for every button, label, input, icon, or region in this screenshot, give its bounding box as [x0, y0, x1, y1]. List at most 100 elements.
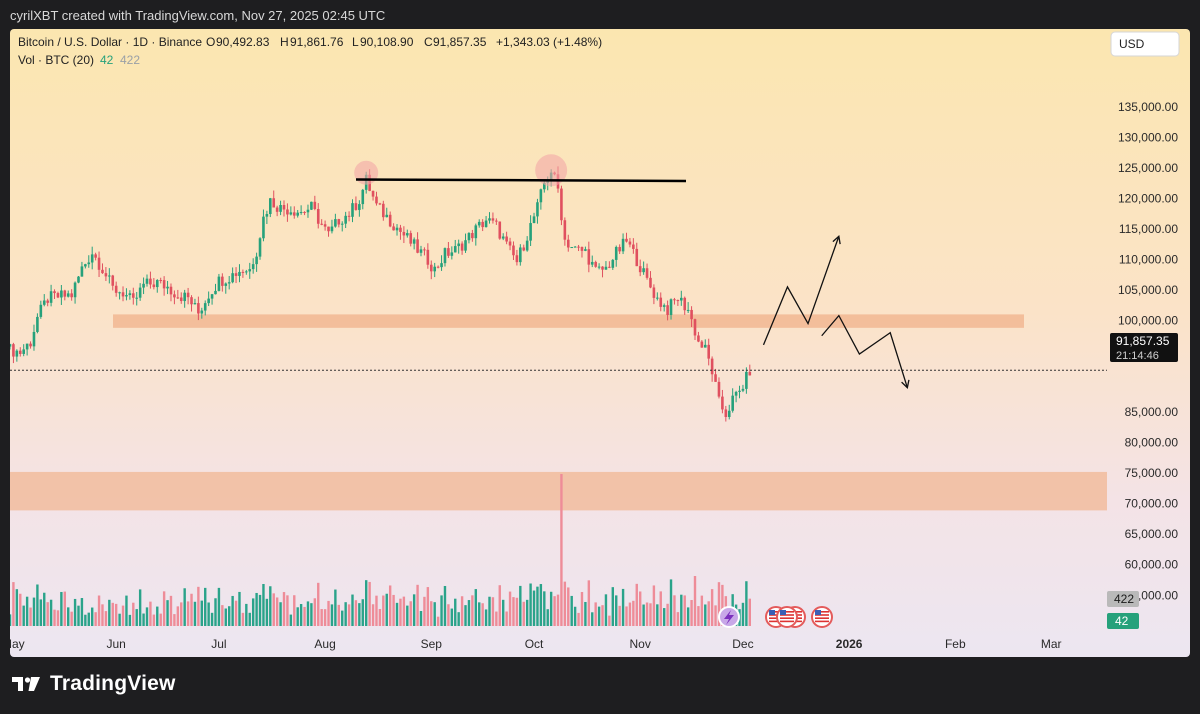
- candle-body: [690, 309, 693, 320]
- bar-countdown: 21:14:46: [1116, 350, 1159, 362]
- candle-body: [409, 233, 413, 244]
- candle-body: [193, 303, 197, 305]
- y-tick-label: 65,000.00: [1125, 527, 1179, 541]
- candle-body: [327, 226, 330, 232]
- volume-bar: [36, 584, 39, 626]
- candle-body: [440, 263, 443, 268]
- candle-body: [39, 304, 43, 317]
- x-tick-label: Jul: [211, 637, 226, 651]
- volume-bar: [553, 596, 556, 626]
- candle-body: [635, 248, 639, 267]
- peak-highlight-2: [535, 154, 568, 187]
- volume-bar: [91, 607, 94, 626]
- volume-bar: [183, 588, 186, 626]
- volume-bar: [488, 596, 491, 626]
- y-tick-label: 135,000.00: [1118, 100, 1178, 114]
- candle-body: [402, 231, 406, 236]
- candle-body: [734, 391, 738, 396]
- candle-body: [676, 300, 680, 302]
- y-tick-label: 115,000.00: [1119, 222, 1178, 236]
- candle-body: [128, 293, 132, 296]
- economic-events[interactable]: [718, 606, 833, 628]
- volume-bar: [159, 613, 162, 626]
- candle-body: [488, 218, 491, 221]
- candle-body: [316, 209, 320, 224]
- candle-body: [42, 300, 46, 305]
- candle-body: [515, 255, 519, 263]
- volume-bar: [447, 604, 450, 626]
- candle-body: [597, 266, 601, 268]
- candle-body: [382, 203, 385, 218]
- x-tick-label: Nov: [630, 637, 651, 651]
- x-tick-label: Mar: [1041, 637, 1062, 651]
- volume-bar: [608, 615, 611, 626]
- candle-body: [656, 297, 659, 299]
- candle-body: [18, 350, 22, 354]
- candle-body: [416, 239, 419, 253]
- legend-symbol: Bitcoin / U.S. Dollar · 1D · Binance: [18, 35, 202, 49]
- candle-body: [447, 248, 450, 256]
- volume-bar: [519, 585, 522, 626]
- volume-bar: [210, 612, 214, 626]
- volume-bar: [584, 601, 587, 626]
- candle-body: [460, 243, 464, 251]
- us-flag-icon[interactable]: [776, 606, 798, 628]
- volume-bar: [317, 582, 320, 626]
- candle-body: [97, 257, 101, 270]
- volume-bar: [347, 604, 351, 626]
- candle-body: [426, 249, 430, 265]
- volume-bar: [258, 594, 262, 626]
- volume-bar: [649, 603, 652, 626]
- candle-body: [132, 293, 135, 298]
- volume-bar: [289, 614, 293, 626]
- candle-body: [505, 236, 508, 242]
- candle-body: [60, 290, 63, 298]
- volume-bar: [484, 609, 488, 626]
- candle-body: [351, 203, 354, 217]
- volume-bar: [330, 604, 334, 626]
- chart-panel[interactable]: Bitcoin / U.S. Dollar · 1D · Binance O 9…: [10, 29, 1190, 657]
- volume-bar: [132, 602, 135, 626]
- candle-body: [519, 247, 522, 263]
- volume-bar: [652, 585, 656, 626]
- x-tick-label: Jun: [106, 637, 125, 651]
- candle-body: [453, 246, 457, 253]
- volume-bar: [173, 614, 176, 626]
- volume-bar: [204, 587, 207, 626]
- legend-low-value: 90,108.90: [360, 35, 414, 49]
- price-chart[interactable]: Bitcoin / U.S. Dollar · 1D · Binance O 9…: [10, 29, 1190, 657]
- tradingview-logo[interactable]: TradingView: [12, 672, 176, 696]
- lightning-event-icon[interactable]: [718, 606, 740, 628]
- currency-button[interactable]: USD: [1110, 31, 1180, 57]
- volume-bar: [306, 601, 310, 626]
- volume-bar: [238, 591, 241, 626]
- volume-bar: [683, 595, 686, 626]
- x-tick-label: Feb: [945, 637, 966, 651]
- us-flag-icon[interactable]: [811, 606, 833, 628]
- volume-bar: [94, 612, 97, 626]
- volume-bar: [471, 595, 474, 626]
- volume-bar: [10, 614, 12, 626]
- volume-bar: [710, 589, 714, 626]
- candle-body: [649, 277, 652, 288]
- time-axis: May Jun Jul Aug Sep Oct Nov Dec 2026 Feb Mar: [10, 637, 1062, 651]
- volume-bar: [67, 607, 70, 626]
- volume-bar: [611, 587, 614, 626]
- candle-body: [313, 201, 317, 210]
- volume-bar: [186, 601, 190, 626]
- volume-bar: [577, 612, 580, 626]
- x-tick-label: 2026: [836, 637, 863, 651]
- volume-bar: [108, 599, 111, 626]
- candle-body: [570, 247, 573, 249]
- candle-body: [724, 409, 728, 417]
- volume-bar: [22, 605, 25, 626]
- attribution-text: cyrilXBT created with TradingView.com, N…: [10, 8, 386, 23]
- volume-bar: [15, 589, 19, 626]
- candle-body: [714, 374, 717, 382]
- candle-body: [70, 293, 73, 298]
- volume-bar: [423, 596, 426, 626]
- candle-body: [344, 215, 347, 224]
- volume-bar: [334, 589, 337, 626]
- volume-bar: [118, 613, 121, 626]
- volume-bar: [693, 576, 697, 626]
